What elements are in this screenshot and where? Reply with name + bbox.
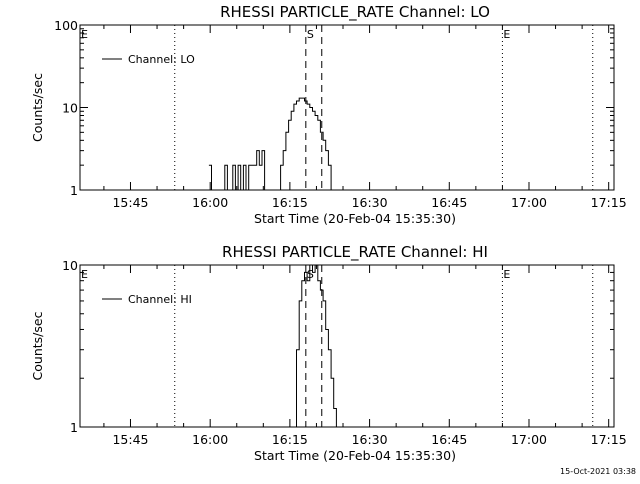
x-tick-label: 16:00 (192, 432, 228, 447)
y-tick-label: 10 (62, 258, 78, 273)
x-tick-label: 16:15 (272, 432, 308, 447)
timestamp: 15-Oct-2021 03:38 (560, 467, 636, 476)
x-tick-label: 16:30 (352, 432, 388, 447)
x-tick-label: 16:30 (352, 195, 388, 210)
plot-frame (79, 264, 615, 428)
y-tick-label: 10 (62, 101, 78, 116)
x-tick-label: 16:45 (431, 195, 467, 210)
y-tick-label: 1 (70, 183, 78, 198)
x-tick-label: 17:00 (511, 432, 547, 447)
legend-label: Channel: HI (128, 293, 192, 306)
y-tick-label: 1 (70, 420, 78, 435)
y-axis-label: Counts/sec (30, 73, 45, 142)
x-tick-label: 17:15 (591, 432, 627, 447)
marker-annotation-s: S (307, 268, 314, 281)
x-tick-label: 16:15 (272, 195, 308, 210)
x-tick-label: 15:45 (112, 432, 148, 447)
marker-annotation-e: E (503, 268, 510, 281)
chart-title: RHESSI PARTICLE_RATE Channel: LO (220, 3, 490, 22)
series-line-1 (293, 264, 339, 428)
panel-hi: RHESSI PARTICLE_RATE Channel: HI 15:45 16:… (30, 243, 627, 463)
x-tick-label: 15:45 (112, 195, 148, 210)
marker-annotation-e: E (503, 28, 510, 41)
x-tick-label: 16:45 (431, 432, 467, 447)
panel-lo: RHESSI PARTICLE_RATE Channel: LO 15:45 16:… (30, 3, 627, 226)
series-line-0 (208, 97, 350, 191)
chart-title: RHESSI PARTICLE_RATE Channel: HI (222, 243, 488, 262)
x-axis-label: Start Time (20-Feb-04 15:35:30) (254, 211, 456, 226)
x-axis-label: Start Time (20-Feb-04 15:35:30) (254, 448, 456, 463)
legend-label: Channel: LO (128, 53, 195, 66)
marker-annotation-e: E (81, 268, 88, 281)
marker-annotation-s: S (307, 28, 314, 41)
plot-frame (79, 24, 615, 191)
y-axis-label: Counts/sec (30, 311, 45, 380)
y-tick-label: 100 (54, 18, 78, 33)
x-tick-label: 17:15 (591, 195, 627, 210)
x-tick-label: 17:00 (511, 195, 547, 210)
marker-annotation-e: E (81, 28, 88, 41)
x-tick-label: 16:00 (192, 195, 228, 210)
